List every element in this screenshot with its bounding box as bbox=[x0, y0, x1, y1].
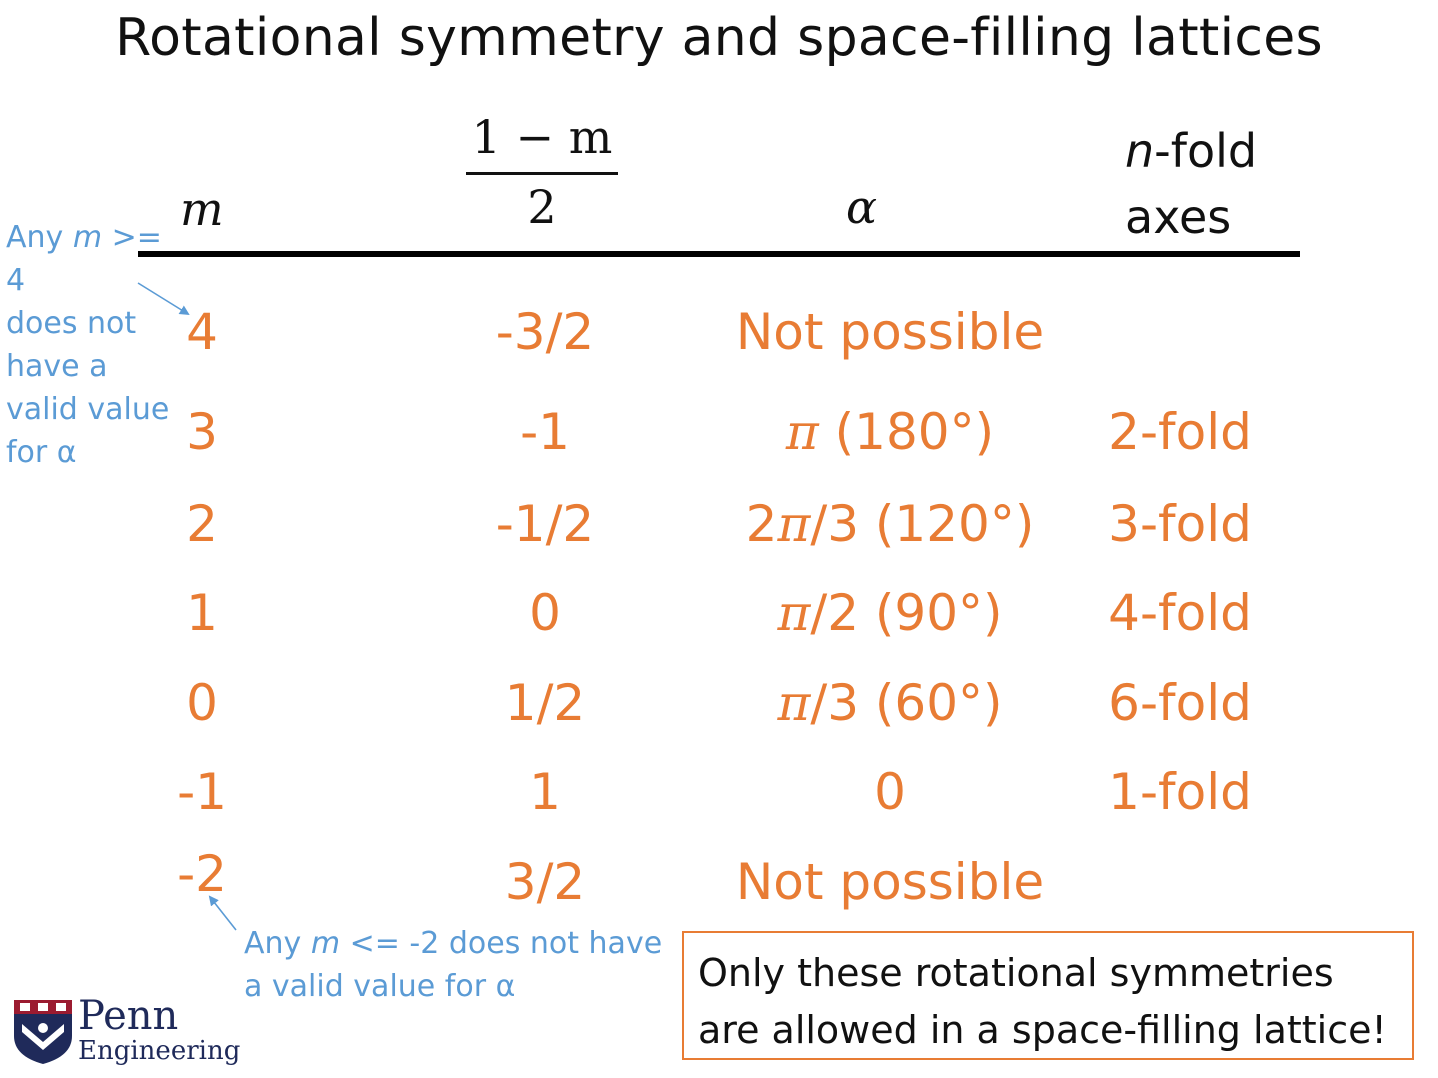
fraction-numerator: 1 − m bbox=[471, 110, 613, 164]
pi-symbol: π bbox=[777, 584, 811, 642]
cell-alpha: π/2 (90°) bbox=[720, 583, 1060, 643]
logo-word-engineering: Engineering bbox=[78, 1036, 241, 1066]
note-text: Any bbox=[244, 926, 311, 961]
header-n-italic: n bbox=[1125, 124, 1155, 178]
header-nfold: n-fold axes bbox=[1125, 118, 1257, 250]
penn-shield-icon bbox=[14, 1000, 72, 1064]
cell-alpha: 2π/3 (120°) bbox=[720, 494, 1060, 554]
note-m: m bbox=[72, 220, 103, 255]
header-m: m bbox=[180, 182, 224, 236]
cell-nfold: 3-fold bbox=[1108, 495, 1252, 553]
alpha-pre: 2 bbox=[745, 495, 778, 553]
cell-nfold: 6-fold bbox=[1108, 674, 1252, 732]
cell-alpha: π (180°) bbox=[720, 402, 1060, 462]
cell-fraction: 3/2 bbox=[504, 853, 586, 911]
callout-box: Only these rotational symmetries are all… bbox=[682, 931, 1414, 1060]
cell-m: 2 bbox=[186, 495, 218, 553]
note-upper: Any m >= 4 does not have a valid value f… bbox=[6, 216, 176, 474]
note-upper-line1: Any m >= 4 bbox=[6, 216, 176, 302]
fraction-bar bbox=[466, 172, 618, 175]
fraction-denominator: 2 bbox=[527, 180, 557, 234]
pi-symbol: π bbox=[785, 403, 819, 461]
note-text: <= -2 does not have bbox=[340, 926, 663, 961]
note-text: >= 4 bbox=[6, 220, 162, 298]
cell-nfold: 2-fold bbox=[1108, 403, 1252, 461]
header-nfold-line2: axes bbox=[1125, 190, 1232, 244]
cell-nfold: 4-fold bbox=[1108, 584, 1252, 642]
cell-alpha: Not possible bbox=[735, 303, 1045, 361]
header-rule bbox=[138, 251, 1300, 257]
cell-fraction: -1 bbox=[520, 403, 570, 461]
cell-fraction: -3/2 bbox=[495, 303, 595, 361]
cell-m: 0 bbox=[186, 674, 218, 732]
note-upper-line3: have a bbox=[6, 349, 108, 384]
cell-alpha: Not possible bbox=[735, 853, 1045, 911]
cell-m: 3 bbox=[186, 403, 218, 461]
note-text: Any bbox=[6, 220, 73, 255]
arrow-upper bbox=[137, 282, 190, 316]
note-m: m bbox=[310, 926, 341, 961]
cell-fraction: -1/2 bbox=[495, 495, 595, 553]
cell-alpha: π/3 (60°) bbox=[720, 673, 1060, 733]
header-fraction: 1 − m 2 bbox=[462, 108, 622, 233]
note-upper-line4: valid value bbox=[6, 392, 170, 427]
cell-fraction: 0 bbox=[529, 584, 561, 642]
cell-nfold: 1-fold bbox=[1108, 763, 1252, 821]
cell-fraction: 1/2 bbox=[504, 674, 586, 732]
logo-word-penn: Penn bbox=[78, 993, 179, 1039]
header-nfold-rest: -fold bbox=[1154, 124, 1258, 178]
cell-m: 1 bbox=[186, 584, 218, 642]
note-upper-line2: does not bbox=[6, 306, 137, 341]
note-upper-line5: for α bbox=[6, 435, 77, 470]
note-lower-line1: Any m <= -2 does not have bbox=[244, 922, 664, 965]
cell-m: 4 bbox=[186, 303, 218, 361]
cell-m: -1 bbox=[177, 763, 227, 821]
callout-line1: Only these rotational symmetries bbox=[698, 951, 1334, 995]
header-alpha: α bbox=[846, 180, 878, 234]
arrow-lower bbox=[208, 895, 237, 931]
pi-symbol: π bbox=[777, 495, 811, 553]
note-lower-line2: a valid value for α bbox=[244, 969, 516, 1004]
alpha-rest: /2 (90°) bbox=[810, 584, 1003, 642]
cell-fraction: 1 bbox=[529, 763, 561, 821]
alpha-rest: /3 (120°) bbox=[810, 495, 1035, 553]
callout-line2: are allowed in a space-filling lattice! bbox=[698, 1008, 1387, 1052]
pi-symbol: π bbox=[777, 674, 811, 732]
cell-alpha: 0 bbox=[874, 763, 906, 821]
slide-title: Rotational symmetry and space-filling la… bbox=[115, 8, 1323, 68]
alpha-rest: (180°) bbox=[818, 403, 995, 461]
alpha-rest: /3 (60°) bbox=[810, 674, 1003, 732]
cell-m: -2 bbox=[177, 845, 227, 903]
note-lower: Any m <= -2 does not have a valid value … bbox=[244, 922, 664, 1008]
header-nfold-line1: n-fold bbox=[1125, 118, 1257, 184]
